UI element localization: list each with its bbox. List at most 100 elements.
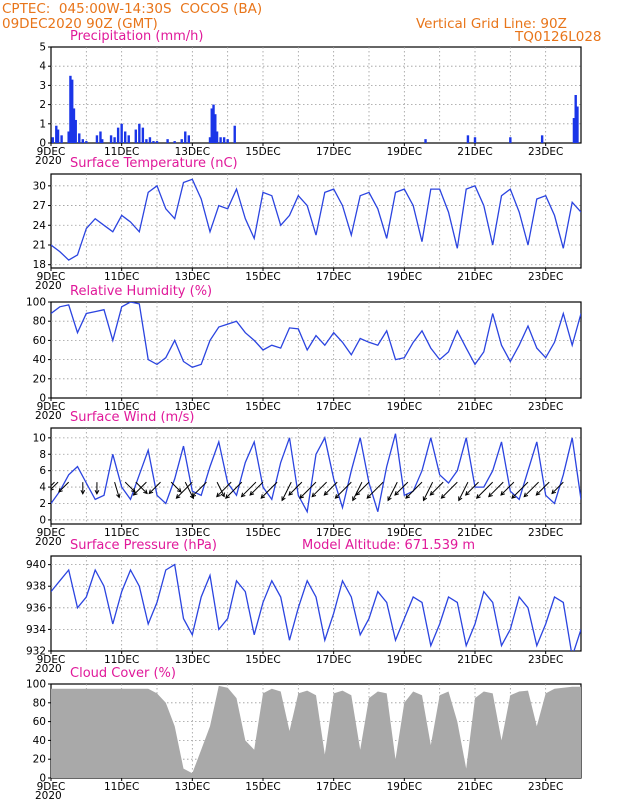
panel-title: Cloud Cover (%): [70, 666, 176, 681]
wind-arrow-head: [176, 487, 182, 493]
wind-arrow-head: [143, 489, 148, 495]
precip-bar: [187, 135, 190, 143]
wind-arrow-head: [260, 494, 266, 499]
precip-bar: [540, 135, 544, 143]
wind-arrow: [323, 481, 338, 496]
precip-bar: [208, 137, 212, 143]
wind-arrow-head: [311, 492, 317, 498]
wind-arrow: [58, 481, 70, 493]
precip-bar: [101, 139, 104, 143]
wind-arrow-shaft: [133, 481, 147, 496]
wind-arrow-shaft: [523, 481, 539, 497]
y-tick-label: 0: [39, 514, 46, 526]
wind-arrow: [299, 481, 317, 499]
precip-bar: [67, 131, 70, 143]
panel-title: Precipitation (mm/h): [70, 29, 203, 44]
precip-bar: [134, 129, 137, 143]
wind-arrow-head: [334, 494, 340, 499]
wind-arrow-head: [216, 492, 221, 498]
panel-frame: [50, 46, 582, 144]
wind-arrow-shaft: [51, 481, 55, 487]
panel-frame: [50, 301, 582, 399]
wind-arrow: [511, 481, 529, 499]
precip-bar: [127, 135, 130, 143]
y-tick-label: 10: [33, 432, 46, 444]
x-tick-label: 9DEC: [37, 146, 66, 158]
precip-bar: [99, 131, 102, 143]
x-tick-label: 17DEC: [316, 401, 351, 413]
x-year-label: 2020: [35, 280, 62, 292]
precip-bar: [509, 137, 512, 143]
panel-data: [51, 75, 579, 143]
wind-arrow-head: [500, 491, 505, 496]
panel-precip: Precipitation (mm/h) 9DEC 11DEC 13DEC 15DEC 1…: [35, 29, 582, 167]
wind-arrow: [458, 481, 469, 502]
wind-arrow-shaft: [429, 481, 444, 496]
wind-arrow: [240, 481, 257, 498]
wind-arrow-shaft: [535, 481, 550, 496]
x-tick-label: 15DEC: [245, 401, 280, 413]
x-tick-label: 17DEC: [316, 781, 351, 793]
wind-arrow: [216, 481, 225, 498]
x-tick-label: 11DEC: [104, 781, 139, 793]
precip-bar: [226, 139, 229, 143]
x-tick-label: 15DEC: [245, 654, 280, 666]
precip-bar: [120, 123, 123, 143]
wind-arrow-head: [94, 489, 100, 495]
wind-arrow: [394, 481, 409, 496]
x-tick-label: 13DEC: [175, 527, 210, 539]
y-tick-label: 80: [33, 697, 46, 709]
x-tick-label: 23DEC: [528, 401, 563, 413]
wind-arrow-shaft: [281, 481, 292, 501]
wind-arrow-head: [175, 494, 181, 499]
wind-arrow-head: [191, 492, 197, 498]
precip-bar: [212, 104, 215, 143]
wind-arrow-head: [249, 491, 255, 496]
wind-arrow-head: [523, 492, 529, 498]
x-tick-label: 13DEC: [175, 401, 210, 413]
wind-arrow-shaft: [225, 481, 243, 499]
header-line1: CPTEC: 045:00W-14:30S COCOS (BA): [2, 1, 263, 17]
panel-pressure: Surface Pressure (hPa) Model Altitude: 67…: [26, 538, 582, 675]
wind-arrow-head: [116, 493, 121, 499]
panel-title: Relative Humidity (%): [70, 284, 212, 299]
y-tick-label: 18: [33, 259, 46, 271]
x-year-label: 2020: [35, 410, 62, 422]
x-year-label: 2020: [35, 536, 62, 548]
wind-arrow-shaft: [175, 481, 193, 499]
y-tick-label: 40: [33, 354, 46, 366]
wind-arrow-shaft: [135, 481, 148, 494]
x-tick-label: 19DEC: [387, 527, 422, 539]
precip-bar: [60, 135, 63, 143]
precip-bar: [71, 79, 74, 143]
precip-bar: [51, 137, 54, 143]
precip-bar: [572, 118, 576, 143]
y-tick-label: 1: [39, 118, 46, 130]
wind-arrow-shaft: [260, 481, 278, 499]
wind-arrow: [440, 481, 458, 499]
wind-arrow-head: [240, 492, 246, 498]
wind-arrow-shaft: [299, 481, 317, 499]
pressure-line: [51, 563, 581, 651]
y-tick-label: 20: [33, 754, 46, 766]
panel-title: Surface Wind (m/s): [70, 410, 194, 425]
x-tick-label: 21DEC: [457, 271, 492, 283]
wind-arrow: [387, 481, 398, 502]
wind-arrow: [216, 481, 232, 498]
precip-bar: [95, 135, 99, 143]
precip-bar: [124, 131, 127, 143]
precip-bar: [141, 127, 145, 143]
x-tick-label: 21DEC: [457, 146, 492, 158]
wind-arrow: [475, 481, 494, 499]
wind-arrow-shaft: [241, 481, 257, 497]
precip-bar: [173, 141, 176, 143]
wind-arrow: [170, 481, 182, 493]
precip-bar: [424, 139, 427, 143]
precip-bar: [574, 95, 577, 143]
panel-data: [51, 433, 581, 514]
wind-arrow-shaft: [551, 481, 564, 494]
wind-arrow-head: [288, 491, 293, 496]
wind-arrow: [523, 481, 539, 498]
wind-arrow-shaft: [114, 482, 120, 498]
wind-arrow-head: [281, 496, 286, 502]
